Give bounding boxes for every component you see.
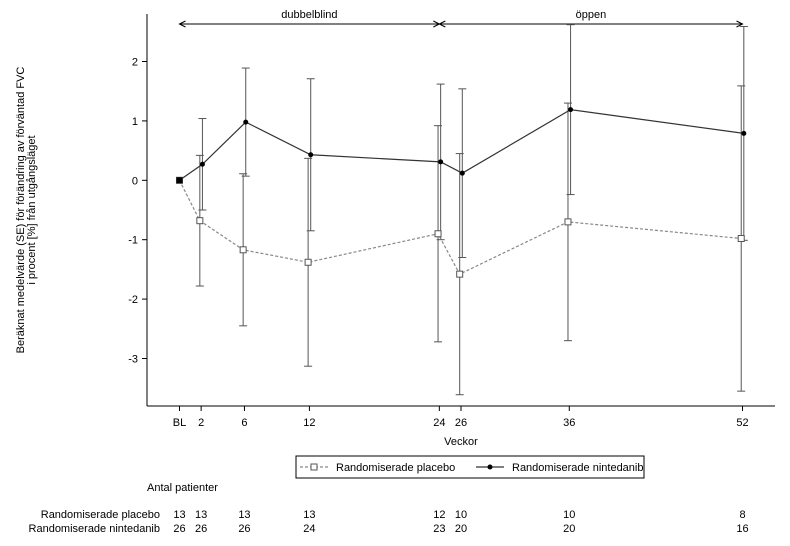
baseline-point [176,177,183,184]
patient-count-cell: 10 [563,509,576,521]
data-point-nintedanib [243,119,249,125]
y-axis-label: Beräknat medelvärde (SE) för förändring … [15,67,38,354]
x-tick-label: 26 [455,417,467,429]
data-point-placebo [737,235,745,243]
patient-count-cell: 13 [238,509,251,521]
patient-count-cell: 23 [433,523,446,535]
period-annotations: dubbelblind öppen [178,9,744,28]
legend-label: Randomiserade nintedanib [512,462,643,474]
data-point-placebo [564,218,572,226]
patient-count-cell: 13 [173,509,186,521]
data-point-nintedanib [438,159,444,165]
x-tick-label: 2 [198,417,204,429]
series-markers [175,107,747,278]
data-point-placebo [434,230,442,238]
patient-count-cell: 16 [736,523,749,535]
legend-entry: Randomiserade placebo [300,462,455,474]
y-tick-label: -3 [128,353,138,365]
x-tick-label: 52 [736,417,748,429]
x-tick-label: 6 [241,417,247,429]
patient-table-heading: Antal patienter [147,482,218,494]
x-tick-label: 36 [563,417,575,429]
legend-label: Randomiserade placebo [336,462,455,474]
data-point-nintedanib [568,107,574,113]
patient-count-cell: 8 [739,509,746,521]
x-tick-label: 12 [303,417,315,429]
data-point-placebo [304,258,312,266]
data-point-nintedanib [741,130,747,136]
y-tick-label: 0 [132,175,138,187]
legend-box [295,455,645,479]
data-point-nintedanib [459,170,465,176]
y-tick-label: 1 [132,116,138,128]
patient-count-cell: 12 [433,509,446,521]
period-label: öppen [576,9,607,21]
patient-row-label: Randomiserade nintedanib [28,523,160,535]
series-line [178,180,742,275]
data-point-placebo [239,246,247,254]
patient-count-cell: 26 [173,523,186,535]
data-point-nintedanib [308,152,314,158]
y-tick-label: -2 [128,294,138,306]
y-tick-label: 2 [132,57,138,69]
patient-count-cell: 13 [303,509,316,521]
x-tick-label: 24 [433,417,445,429]
patient-row-label: Randomiserade placebo [40,509,160,521]
patient-count-cell: 24 [303,523,316,535]
data-point-nintedanib [199,161,205,167]
patient-count-cell: 26 [238,523,251,535]
patient-count-cell: 26 [195,523,208,535]
patient-count-cell: 10 [454,509,468,521]
x-axis-label: Veckor [444,436,478,448]
series-lines [178,109,744,275]
data-point-placebo [456,270,464,278]
series-line [179,109,744,181]
patient-count-cell: 20 [563,523,576,535]
data-point-placebo [196,217,204,225]
legend-entry: Randomiserade nintedanib [476,462,643,474]
period-arrow [438,20,744,28]
y-tick-label: -1 [128,235,138,247]
legend: Randomiserade placebo Randomiserade ninte… [295,455,645,479]
patient-count-cell: 13 [195,509,208,521]
x-tick-label: BL [173,417,186,429]
period-label: dubbelblind [281,9,337,21]
patient-count-cell: 20 [454,523,468,535]
